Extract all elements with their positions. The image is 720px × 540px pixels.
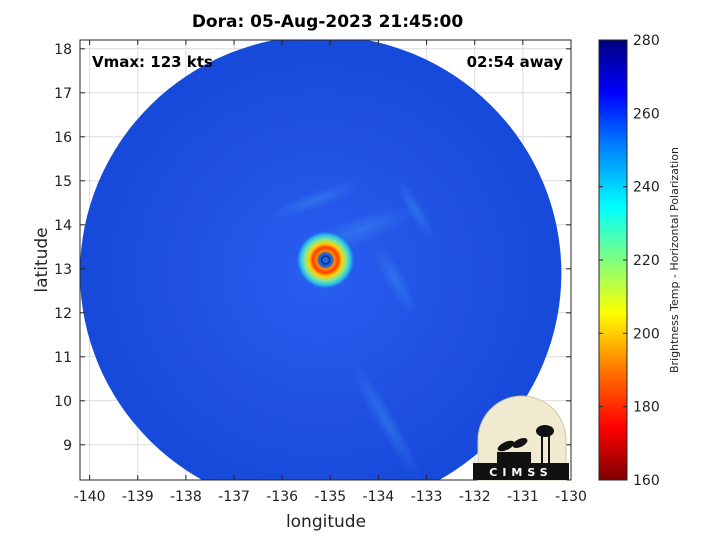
- y-tick-label: 16: [54, 130, 72, 146]
- vmax-label: Vmax: 123 kts: [92, 53, 213, 71]
- rain-band: [373, 245, 418, 315]
- y-tick-label: 11: [54, 350, 72, 366]
- colorbar: [598, 39, 628, 481]
- y-axis-label: latitude: [32, 227, 52, 292]
- colorbar-tick-label: 280: [633, 33, 660, 49]
- x-tick-label: -130: [555, 489, 587, 505]
- colorbar-tick-label: 160: [633, 473, 660, 489]
- colorbar-ticks: 160 180 200 220 240 260 280: [599, 33, 660, 489]
- cimss-logo: CIMSS: [473, 395, 569, 481]
- colorbar-tick-label: 240: [633, 180, 660, 196]
- colorbar-tick-label: 220: [633, 253, 660, 269]
- cimss-logo-text: CIMSS: [489, 466, 552, 479]
- colorbar-tick-label: 200: [633, 326, 660, 342]
- y-tick-label: 13: [54, 262, 72, 278]
- colorbar-tick-label: 260: [633, 106, 660, 122]
- x-tick-label: -131: [507, 489, 539, 505]
- y-tick-label: 15: [54, 174, 72, 190]
- x-tick-label: -132: [459, 489, 491, 505]
- rain-band: [349, 359, 422, 480]
- x-tick-label: -137: [218, 489, 250, 505]
- y-tick-label: 14: [54, 218, 72, 234]
- plot-frame: [79, 39, 572, 481]
- y-tick-label: 10: [54, 394, 72, 410]
- y-tick-label: 17: [54, 86, 72, 102]
- plot-title: Dora: 05-Aug-2023 21:45:00: [191, 12, 464, 32]
- x-tick-label: -136: [266, 489, 298, 505]
- y-tick-label: 18: [54, 42, 72, 58]
- x-tick-label: -140: [74, 489, 106, 505]
- x-tick-label: -133: [411, 489, 443, 505]
- rain-band: [268, 180, 363, 220]
- y-tick-label: 9: [63, 438, 72, 454]
- x-tick-label: -138: [170, 489, 202, 505]
- x-tick-label: -134: [363, 489, 395, 505]
- x-axis-label: longitude: [286, 512, 366, 532]
- colorbar-tick-label: 180: [633, 400, 660, 416]
- rain-band: [396, 179, 435, 241]
- x-tick-label: -139: [122, 489, 154, 505]
- y-tick-label: 12: [54, 306, 72, 322]
- x-tick-label: -135: [314, 489, 346, 505]
- y-axis-ticks: 9 10 11 12 13 14 15 16 17 18: [54, 42, 571, 454]
- eye-core: [320, 255, 331, 265]
- x-axis-ticks: -140 -139 -138 -137 -136 -135 -134 -133 -132 -131…: [74, 40, 587, 505]
- colorbar-label: Brightness Temp - Horizontal Polarizatio…: [668, 147, 681, 373]
- time-away-label: 02:54 away: [467, 53, 564, 71]
